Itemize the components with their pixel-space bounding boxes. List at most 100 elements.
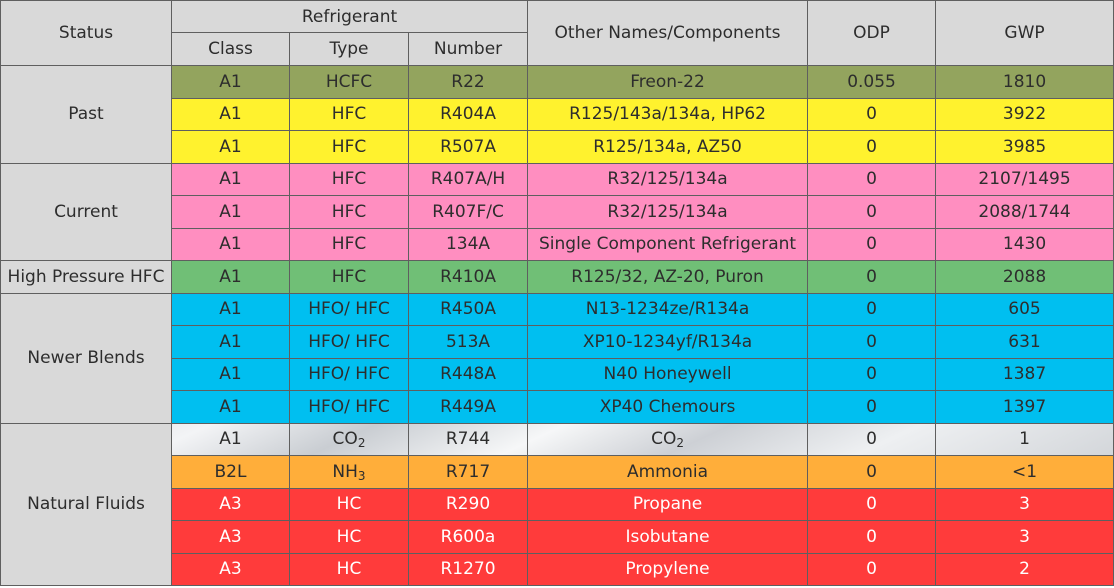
other-names-cell: R125/134a, AZ50 bbox=[527, 130, 809, 164]
other-names-cell: Freon-22 bbox=[527, 65, 809, 99]
table-row: A1 HFO/ HFC R448A N40 Honeywell 0 1387 bbox=[0, 357, 1114, 391]
status-cell: High Pressure HFC bbox=[0, 260, 172, 294]
gwp-cell: 3 bbox=[935, 487, 1114, 521]
type-cell: HFO/ HFC bbox=[289, 292, 409, 326]
class-cell: A3 bbox=[171, 487, 290, 521]
table-row: A1 HFO/ HFC 513A XP10-1234yf/R134a 0 631 bbox=[0, 325, 1114, 359]
table-row: A1 HFC 134A Single Component Refrigerant… bbox=[0, 227, 1114, 261]
number-cell: R1270 bbox=[407, 552, 529, 586]
formula-subscript: 2 bbox=[676, 436, 684, 451]
type-cell: HFO/ HFC bbox=[289, 390, 409, 424]
header-other-names: Other Names/Components bbox=[527, 0, 809, 66]
odp-cell: 0 bbox=[807, 325, 937, 359]
class-cell: A3 bbox=[171, 552, 290, 586]
header-status: Status bbox=[0, 0, 172, 66]
number-cell: R404A bbox=[407, 97, 529, 131]
number-cell: 513A bbox=[407, 325, 529, 359]
other-names-cell: XP40 Chemours bbox=[527, 390, 809, 424]
number-cell: R744 bbox=[407, 422, 529, 456]
type-cell: HCFC bbox=[289, 65, 409, 99]
class-cell: A1 bbox=[171, 357, 290, 391]
status-cell: Current bbox=[0, 162, 172, 261]
class-cell: A1 bbox=[171, 292, 290, 326]
table-row: A3 HC R1270 Propylene 0 2 bbox=[0, 552, 1114, 586]
number-cell: R449A bbox=[407, 390, 529, 424]
other-names-cell: R32/125/134a bbox=[527, 162, 809, 196]
other-names-cell: N13-1234ze/R134a bbox=[527, 292, 809, 326]
odp-cell: 0 bbox=[807, 260, 937, 294]
type-cell: HFC bbox=[289, 130, 409, 164]
number-cell: R407A/H bbox=[407, 162, 529, 196]
formula-base: CO bbox=[651, 429, 677, 450]
other-names-cell: Isobutane bbox=[527, 520, 809, 554]
type-cell: HFO/ HFC bbox=[289, 357, 409, 391]
table-row: A1 HFC R404A R125/143a/134a, HP62 0 3922 bbox=[0, 97, 1114, 131]
class-cell: A1 bbox=[171, 422, 290, 456]
class-cell: B2L bbox=[171, 455, 290, 489]
table-row: Past A1 HCFC R22 Freon-22 0.055 1810 bbox=[0, 65, 1114, 164]
class-cell: A1 bbox=[171, 97, 290, 131]
class-cell: A1 bbox=[171, 390, 290, 424]
other-names-cell: Single Component Refrigerant bbox=[527, 227, 809, 261]
table-row: Newer Blends A1 HFO/ HFC R450A N13-1234z… bbox=[0, 292, 1114, 424]
odp-cell: 0 bbox=[807, 195, 937, 229]
type-cell: HC bbox=[289, 487, 409, 521]
odp-cell: 0 bbox=[807, 97, 937, 131]
type-cell: HFC bbox=[289, 260, 409, 294]
gwp-cell: 2088 bbox=[935, 260, 1114, 294]
header-class: Class bbox=[171, 32, 290, 66]
status-cell: Natural Fluids bbox=[0, 422, 172, 586]
odp-cell: 0.055 bbox=[807, 65, 937, 99]
type-cell: HC bbox=[289, 552, 409, 586]
number-cell: R22 bbox=[407, 65, 529, 99]
number-cell: R407F/C bbox=[407, 195, 529, 229]
header-odp: ODP bbox=[807, 0, 937, 66]
type-cell: NH3 bbox=[289, 455, 409, 489]
other-names-cell: XP10-1234yf/R134a bbox=[527, 325, 809, 359]
header-type: Type bbox=[289, 32, 409, 66]
other-names-cell: CO2 bbox=[527, 422, 809, 456]
odp-cell: 0 bbox=[807, 487, 937, 521]
type-cell: HFO/ HFC bbox=[289, 325, 409, 359]
gwp-cell: 1430 bbox=[935, 227, 1114, 261]
number-cell: R450A bbox=[407, 292, 529, 326]
type-cell: HC bbox=[289, 520, 409, 554]
other-names-cell: Propylene bbox=[527, 552, 809, 586]
class-cell: A1 bbox=[171, 325, 290, 359]
class-cell: A3 bbox=[171, 520, 290, 554]
odp-cell: 0 bbox=[807, 552, 937, 586]
other-names-cell: Propane bbox=[527, 487, 809, 521]
type-cell: HFC bbox=[289, 97, 409, 131]
odp-cell: 0 bbox=[807, 357, 937, 391]
class-cell: A1 bbox=[171, 65, 290, 99]
status-cell: Past bbox=[0, 65, 172, 164]
odp-cell: 0 bbox=[807, 520, 937, 554]
type-cell: CO2 bbox=[289, 422, 409, 456]
gwp-cell: <1 bbox=[935, 455, 1114, 489]
number-cell: R507A bbox=[407, 130, 529, 164]
gwp-cell: 605 bbox=[935, 292, 1114, 326]
class-cell: A1 bbox=[171, 130, 290, 164]
table-row: Current A1 HFC R407A/H R32/125/134a 0 21… bbox=[0, 162, 1114, 261]
table-row: A3 HC R290 Propane 0 3 bbox=[0, 487, 1114, 521]
header-refrigerant: Refrigerant bbox=[170, 0, 529, 33]
type-cell: HFC bbox=[289, 227, 409, 261]
odp-cell: 0 bbox=[807, 390, 937, 424]
odp-cell: 0 bbox=[807, 227, 937, 261]
table-row: A1 HFC R507A R125/134a, AZ50 0 3985 bbox=[0, 130, 1114, 164]
odp-cell: 0 bbox=[807, 162, 937, 196]
gwp-cell: 2 bbox=[935, 552, 1114, 586]
number-cell: R290 bbox=[407, 487, 529, 521]
header-gwp: GWP bbox=[935, 0, 1114, 66]
formula-subscript: 2 bbox=[357, 436, 366, 451]
table-row: A3 HC R600a Isobutane 0 3 bbox=[0, 520, 1114, 554]
class-cell: A1 bbox=[171, 227, 290, 261]
class-cell: A1 bbox=[171, 260, 290, 294]
formula-base: NH bbox=[332, 461, 358, 482]
formula-base: CO bbox=[332, 429, 358, 450]
odp-cell: 0 bbox=[807, 130, 937, 164]
formula-subscript: 3 bbox=[357, 468, 366, 483]
type-cell: HFC bbox=[289, 162, 409, 196]
other-names-cell: R32/125/134a bbox=[527, 195, 809, 229]
